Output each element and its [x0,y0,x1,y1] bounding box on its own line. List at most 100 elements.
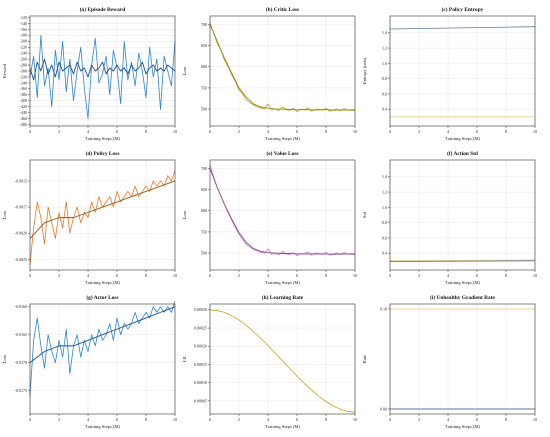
y-tick-label: -180 [20,33,27,38]
x-tick-label: 0 [29,417,31,422]
panel-title: (e) Value Loss [266,150,298,157]
x-tick-label: 6 [296,417,298,422]
y-tick-label: -0.0017 [15,205,27,210]
series-line-0 [29,170,176,265]
x-tick-label: 2 [238,273,240,278]
y-tick-label: 1.4 [382,30,387,35]
series-line-0 [29,301,176,397]
y-axis-label: Rate [362,355,367,363]
panel-title: (a) Episode Reward [80,6,126,13]
series-line-1 [209,168,356,255]
y-axis-label: Loss [182,66,187,75]
y-tick-label: -0.0015 [15,178,27,183]
y-axis-label: Std [362,211,367,218]
x-tick-label: 4 [87,417,89,422]
plot-frame [209,15,356,127]
y-axis-label: LR [182,355,187,362]
x-tick-label: 4 [267,273,269,278]
series-line-1 [209,24,356,111]
x-tick-label: 6 [116,273,118,278]
y-tick-label: -160 [20,27,27,32]
y-tick-label: 500 [201,106,207,111]
plot-frame [29,159,176,271]
x-tick-label: 2 [58,417,60,422]
y-tick-label: -200 [20,39,27,44]
y-tick-label: -220 [20,45,27,50]
x-tick-label: 4 [267,129,269,134]
y-tick-label: -420 [20,104,27,109]
x-tick-label: 6 [296,273,298,278]
panel-d: (d) Policy Loss 0 2 4 6 8 10 -0.0015 -0.0017 -0.0… [2,150,177,285]
plot-frame [29,303,176,415]
y-tick-label: -380 [20,92,27,97]
y-tick-label: 1.4 [382,174,387,179]
y-tick-label: -120 [20,15,27,20]
x-tick-label: 6 [116,129,118,134]
x-tick-label: 0 [389,417,391,422]
panel-title: (g) Actor Loss [86,294,118,301]
y-tick-label: -0.0165 [15,332,27,337]
plot-frame [389,303,536,415]
x-tick-label: 6 [476,417,478,422]
x-tick-label: 8 [145,417,147,422]
y-tick-label: 1.0 [382,205,387,210]
x-tick-label: 4 [447,129,449,134]
y-tick-label: 0.10 [380,306,387,311]
x-tick-label: 10 [533,129,537,134]
x-tick-label: 6 [296,129,298,134]
y-axis-label: Loss [2,210,7,219]
x-tick-label: 8 [145,129,147,134]
y-tick-label: -0.0020 [15,231,27,236]
x-tick-label: 8 [325,273,327,278]
y-tick-label: -440 [20,110,27,115]
y-tick-label: 0.8 [382,76,387,81]
y-tick-label: 600 [201,208,207,213]
y-tick-label: 0.00020 [194,344,207,349]
plot-frame [209,303,356,415]
panel-title: (c) Policy Entropy [442,6,484,13]
x-tick-label: 8 [505,129,507,134]
y-tick-label: -0.0175 [15,388,27,393]
y-tick-label: -240 [20,51,27,56]
x-axis-label: Training Steps (M) [445,136,481,141]
y-tick-label: 0.4 [382,251,387,256]
x-tick-label: 6 [476,129,478,134]
x-tick-label: 10 [353,417,357,422]
x-tick-label: 0 [209,417,211,422]
y-tick-label: -360 [20,86,27,91]
x-tick-label: 0 [389,273,391,278]
y-tick-label: 0.00005 [194,398,207,403]
series-line-0 [389,26,536,30]
x-tick-label: 0 [29,273,31,278]
y-tick-label: -460 [20,116,27,121]
x-tick-label: 8 [505,273,507,278]
y-tick-label: 0.4 [382,107,387,112]
y-tick-label: -320 [20,74,27,79]
series-line-0 [389,259,536,262]
x-tick-label: 10 [173,129,177,134]
x-tick-label: 0 [209,273,211,278]
x-tick-label: 4 [87,129,89,134]
plot-frame [389,15,536,127]
x-tick-label: 2 [58,273,60,278]
series-line-1 [29,58,176,81]
y-tick-label: 1.0 [382,61,387,66]
panel-title: (b) Critic Loss [266,6,299,13]
series-line-0 [209,22,356,113]
y-tick-label: 0.6 [382,235,387,240]
series-line-0 [209,309,356,413]
x-tick-label: 10 [173,417,177,422]
y-tick-label: 600 [201,64,207,69]
x-tick-label: 2 [238,129,240,134]
y-tick-label: 0.8 [382,220,387,225]
y-tick-label: 0.00 [380,406,387,411]
x-tick-label: 2 [238,417,240,422]
x-tick-label: 8 [325,129,327,134]
y-tick-label: 1.2 [382,45,387,50]
series-line-0 [29,34,176,119]
series-line-1 [29,180,176,239]
y-tick-label: 0.00025 [194,325,207,330]
x-tick-label: 8 [145,273,147,278]
x-axis-label: Training Steps (M) [445,424,481,429]
